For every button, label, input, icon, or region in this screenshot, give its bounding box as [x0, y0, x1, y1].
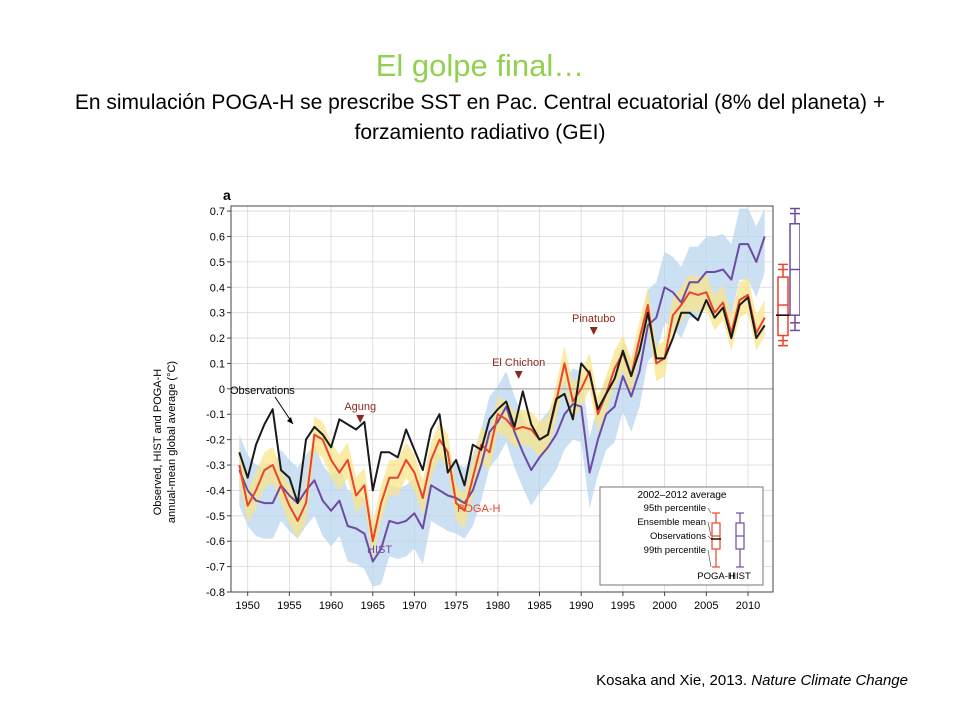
- annotation-pinatubo: Pinatubo: [572, 313, 615, 325]
- x-tick-label: 1975: [444, 600, 468, 612]
- x-tick-label: 1985: [527, 600, 551, 612]
- legend-ensemble-mean: Ensemble mean: [637, 517, 706, 528]
- x-tick-label: 1965: [361, 600, 385, 612]
- y-axis-title: Observed, HIST and POGA-H annual-mean gl…: [152, 361, 178, 523]
- annotation-pinatubo-arrow: [589, 327, 598, 335]
- annotation-agung-arrow: [356, 415, 365, 423]
- annotation-observations-arrowhead: [287, 417, 293, 424]
- x-tick-label: 1955: [277, 600, 301, 612]
- annotation-observations: Observations: [230, 385, 295, 397]
- panel-label: a: [223, 187, 231, 203]
- x-tick-label: 2010: [736, 600, 760, 612]
- citation-journal: Nature Climate Change: [751, 672, 908, 689]
- y-tick-label: 0.5: [210, 257, 225, 269]
- y-tick-label: 0.1: [210, 358, 225, 370]
- figure-chart: a Observed, HIST and POGA-H annual-mean …: [152, 187, 800, 612]
- x-tick-label: 2000: [652, 600, 676, 612]
- slide-title: El golpe final…: [375, 48, 585, 83]
- series-line-poga: [238, 291, 766, 543]
- y-tick-label: -0.4: [206, 485, 225, 497]
- legend-observations: Observations: [650, 531, 706, 542]
- citation-authors: Kosaka and Xie, 2013.: [596, 672, 752, 689]
- series-line-obs: [238, 296, 766, 505]
- legend-p99: 99th percentile: [644, 545, 706, 556]
- y-tick-label: -0.6: [206, 536, 225, 548]
- plot-area: -0.8 -0.7 -0.6 -0.5 -0.4 -0.3 -0.2 -0.1 0 0.1 0.2 0…: [206, 205, 800, 612]
- y-axis-title-line2: annual-mean global average (°C): [166, 361, 178, 523]
- annotation-poga-h: POGA-H: [457, 503, 500, 515]
- y-tick-label: 0.3: [210, 308, 225, 320]
- annotation-agung: Agung: [344, 401, 376, 413]
- y-tick-label: 0: [219, 384, 225, 396]
- legend-hist: HIST: [729, 571, 751, 582]
- citation: Kosaka and Xie, 2013. Nature Climate Cha…: [596, 672, 908, 689]
- y-axis-title-line1: Observed, HIST and POGA-H: [152, 369, 164, 516]
- legend-poga-h: POGA-H: [697, 571, 735, 582]
- x-tick-label: 1990: [569, 600, 593, 612]
- legend-leader-line: [707, 521, 712, 537]
- boxplot-poga-h-box: [777, 276, 789, 337]
- y-tick-label: -0.7: [206, 562, 225, 574]
- plot-frame: [230, 205, 774, 593]
- y-tick-label: -0.3: [206, 460, 225, 472]
- y-tick-label: -0.5: [206, 511, 225, 523]
- y-tick-label: -0.2: [206, 435, 225, 447]
- x-tick-label: 1970: [402, 600, 426, 612]
- x-tick-label: 1995: [611, 600, 635, 612]
- legend-leader-line: [707, 507, 712, 514]
- hist-spread-band: [239, 208, 765, 587]
- x-tick-label: 2005: [694, 600, 718, 612]
- y-tick-label: -0.1: [206, 409, 225, 421]
- y-tick-label: 0.2: [210, 333, 225, 345]
- series-line-hist: [238, 236, 766, 563]
- y-tick-label: 0.4: [210, 282, 225, 294]
- legend-leader-line: [707, 549, 712, 568]
- x-tick-label: 1960: [319, 600, 343, 612]
- y-tick-label: 0.7: [210, 206, 225, 218]
- y-tick-label: 0.6: [210, 231, 225, 243]
- x-tick-label: 1980: [486, 600, 510, 612]
- legend-leader-line: [707, 535, 712, 540]
- annotation-hist: HIST: [367, 544, 392, 556]
- slide-subtitle: En simulación POGA-H se prescribe SST en…: [74, 91, 886, 144]
- x-tick-label: 1950: [235, 600, 259, 612]
- y-tick-label: -0.8: [206, 587, 225, 599]
- annotation-elchichon-arrow: [514, 371, 523, 379]
- legend-p95: 95th percentile: [644, 503, 706, 514]
- legend-title: 2002–2012 average: [638, 490, 727, 501]
- annotation-elchichon: El Chichon: [492, 357, 545, 369]
